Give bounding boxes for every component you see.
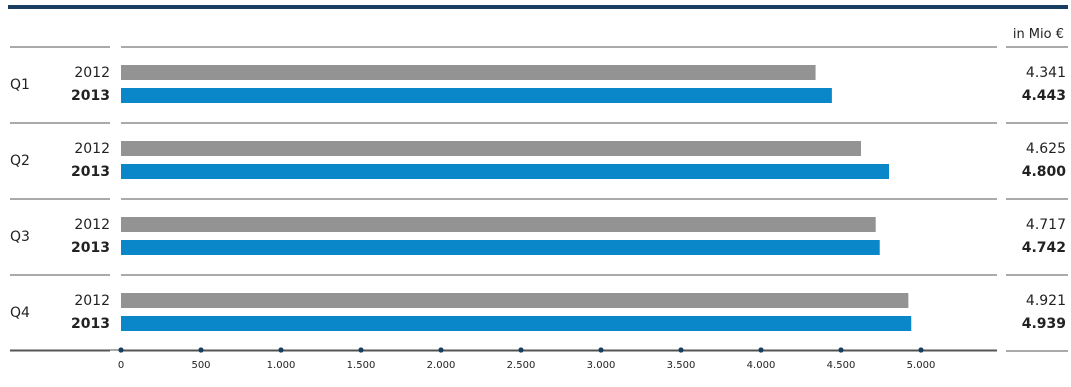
bar-2012-q2 [121, 141, 861, 156]
year-label: 2013 [71, 164, 110, 180]
x-tick-dot [438, 347, 444, 353]
x-tick-label: 1.500 [347, 360, 376, 371]
x-tick-label: 500 [191, 360, 210, 371]
x-tick-label: 4.000 [747, 360, 776, 371]
quarter-label: Q1 [10, 77, 30, 93]
chart-rows: Q1 2012 4.341 2013 4.443 Q2 2012 4.625 2013 4.800… [10, 46, 1068, 352]
x-tick-label: 2.500 [507, 360, 536, 371]
bar-2013-q1 [121, 88, 832, 103]
x-tick-dot [118, 347, 124, 353]
bar-2012-q3 [121, 217, 876, 232]
top-rule [8, 5, 1068, 9]
year-label: 2012 [74, 217, 110, 233]
value-label: 4.443 [1022, 88, 1066, 104]
x-tick-dot [918, 347, 924, 353]
bar-2013-q4 [121, 316, 912, 331]
quarter-label: Q4 [10, 305, 30, 321]
quarter-label: Q3 [10, 229, 30, 245]
x-tick-dot [358, 347, 364, 353]
year-label: 2013 [71, 240, 110, 256]
value-label: 4.625 [1026, 141, 1066, 157]
value-label: 4.939 [1022, 316, 1066, 332]
year-label: 2012 [74, 293, 110, 309]
year-label: 2013 [71, 88, 110, 104]
x-tick-dot [678, 347, 684, 353]
x-tick-dot [198, 347, 204, 353]
year-label: 2012 [74, 65, 110, 81]
value-label: 4.717 [1026, 217, 1066, 233]
quarter-label: Q2 [10, 153, 30, 169]
x-tick-label: 2.000 [427, 360, 456, 371]
value-label: 4.742 [1022, 240, 1066, 256]
x-tick-label: 0 [118, 360, 124, 371]
value-label: 4.921 [1026, 293, 1066, 309]
x-tick-label: 1.000 [267, 360, 296, 371]
x-tick-label: 5.000 [907, 360, 936, 371]
x-tick-dot [598, 347, 604, 353]
bar-2013-q2 [121, 164, 889, 179]
x-tick-dot [838, 347, 844, 353]
bar-2013-q3 [121, 240, 880, 255]
x-axis: 0 500 1.000 1.500 2.000 2.500 3.000 3.500 4.000 4… [10, 347, 997, 371]
x-tick-dot [758, 347, 764, 353]
year-label: 2012 [74, 141, 110, 157]
bar-2012-q1 [121, 65, 816, 80]
value-label: 4.341 [1026, 65, 1066, 81]
x-tick-label: 4.500 [827, 360, 856, 371]
x-tick-label: 3.500 [667, 360, 696, 371]
x-tick-dot [518, 347, 524, 353]
bar-2012-q4 [121, 293, 909, 308]
value-label: 4.800 [1022, 164, 1067, 180]
unit-label: in Mio € [1013, 27, 1064, 42]
x-tick-dot [278, 347, 284, 353]
year-label: 2013 [71, 316, 110, 332]
x-tick-label: 3.000 [587, 360, 616, 371]
